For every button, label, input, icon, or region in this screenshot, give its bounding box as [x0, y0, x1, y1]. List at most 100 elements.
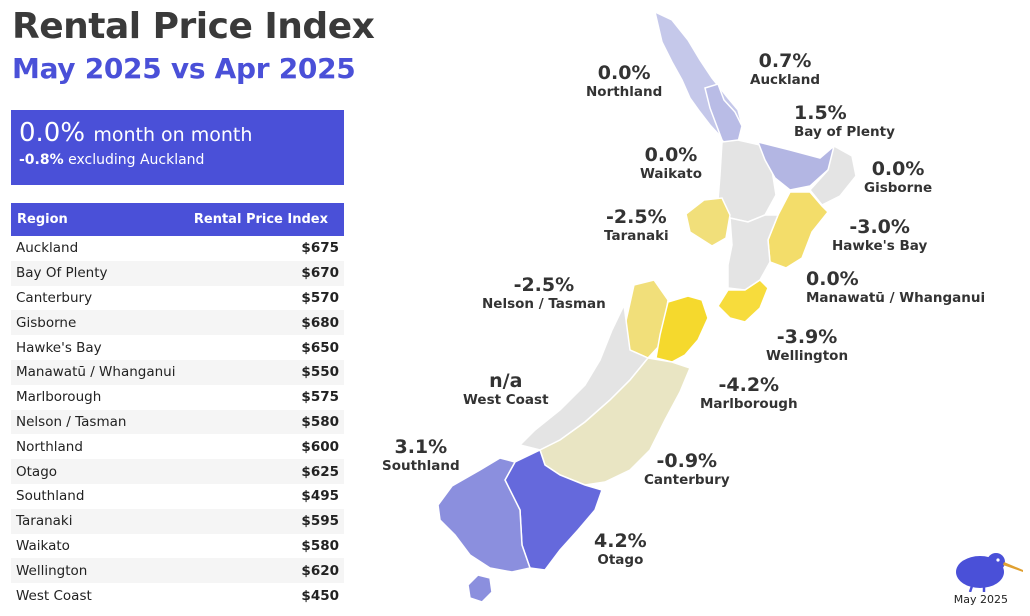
- map-change-hawkes-bay: -3.0%: [849, 216, 910, 238]
- map-label-canterbury: -0.9% Canterbury: [644, 450, 730, 488]
- table-cell-region: Otago: [11, 459, 185, 484]
- region-gisborne[interactable]: [809, 144, 857, 206]
- map-change-nelson-tasman: -2.5%: [513, 274, 575, 296]
- table-cell-region: Waikato: [16, 537, 70, 554]
- table-cell-value: $595: [184, 508, 344, 534]
- table-row: Hawke's Bay $650: [11, 335, 344, 360]
- table-cell-value: $675: [301, 240, 339, 257]
- map-label-taranaki: -2.5% Taranaki: [604, 206, 669, 244]
- map-change-manawatu-whanganui: 0.0%: [806, 268, 859, 290]
- table-cell-value: $495: [301, 488, 339, 505]
- map-change-marlborough: -4.2%: [718, 374, 780, 396]
- map-label-northland: 0.0% Northland: [586, 62, 662, 100]
- map-name-southland: Southland: [382, 458, 460, 474]
- table-cell-region: Marlborough: [16, 389, 102, 406]
- map-label-otago: 4.2% Otago: [594, 530, 647, 568]
- kpi-card: 0.0% month on month -0.8% excluding Auck…: [11, 110, 344, 185]
- map-name-nelson-tasman: Nelson / Tasman: [482, 296, 606, 312]
- region-hawkes-bay[interactable]: [767, 191, 830, 269]
- map-label-waikato: 0.0% Waikato: [640, 144, 702, 182]
- table-cell-value: $620: [184, 558, 344, 584]
- map-change-southland: 3.1%: [394, 436, 448, 458]
- map-label-west-coast: n/a West Coast: [463, 370, 549, 408]
- kpi-value: 0.0%: [19, 118, 86, 148]
- region-wellington[interactable]: [717, 279, 769, 323]
- map-change-otago: 4.2%: [594, 530, 647, 552]
- map-name-wellington: Wellington: [766, 348, 849, 364]
- map-change-gisborne: 0.0%: [871, 158, 925, 180]
- column-header-region[interactable]: Region: [11, 203, 185, 236]
- table-cell-region: Bay Of Plenty: [11, 260, 185, 286]
- table-cell-value: $580: [301, 537, 339, 554]
- map-change-bay-of-plenty: 1.5%: [794, 102, 847, 124]
- map-label-manawatu-whanganui: 0.0% Manawatū / Whanganui: [806, 268, 985, 306]
- map-change-west-coast: n/a: [489, 370, 523, 392]
- map-label-gisborne: 0.0% Gisborne: [864, 158, 932, 196]
- table-cell-value: $670: [184, 260, 344, 286]
- table-row: Manawatū / Whanganui $550: [11, 359, 344, 385]
- map-name-gisborne: Gisborne: [864, 180, 933, 196]
- table-cell-value: $570: [301, 289, 339, 306]
- region-taranaki[interactable]: [685, 197, 731, 247]
- region-bay-of-plenty[interactable]: [756, 140, 836, 191]
- table-cell-region: Hawke's Bay: [16, 339, 102, 356]
- table-row: Taranaki $595: [11, 508, 344, 534]
- table-cell-region: Taranaki: [11, 508, 185, 534]
- map-name-otago: Otago: [597, 552, 644, 568]
- table-cell-value: $450: [301, 587, 339, 604]
- column-header-rental-price-index[interactable]: Rental Price Index: [184, 203, 344, 236]
- table-row: Northland $600: [11, 434, 344, 459]
- map-name-west-coast: West Coast: [463, 392, 549, 408]
- map-label-southland: 3.1% Southland: [382, 436, 460, 474]
- map-name-manawatu-whanganui: Manawatū / Whanganui: [806, 290, 986, 306]
- table-row: Southland $495: [11, 484, 344, 509]
- kiwi-bird-icon: [956, 553, 1023, 592]
- map-change-northland: 0.0%: [597, 62, 651, 84]
- map-change-taranaki: -2.5%: [606, 206, 667, 228]
- region-southland[interactable]: [437, 457, 531, 573]
- table-cell-region: Auckland: [16, 240, 79, 257]
- kpi-value-label: month on month: [93, 124, 253, 146]
- map-label-marlborough: -4.2% Marlborough: [700, 374, 798, 412]
- table-cell-region: Nelson / Tasman: [11, 409, 185, 435]
- table-cell-region: Northland: [16, 438, 83, 455]
- kpi-secondary-value: -0.8%: [19, 152, 64, 168]
- map-name-taranaki: Taranaki: [604, 228, 669, 244]
- table-cell-value: $575: [301, 389, 339, 406]
- footer-date: May 2025: [953, 593, 1008, 606]
- map-change-waikato: 0.0%: [644, 144, 698, 166]
- table-cell-value: $550: [184, 359, 344, 385]
- table-header-row: Region Rental Price Index: [11, 203, 344, 236]
- table-row: Canterbury $570: [11, 286, 344, 311]
- map-name-northland: Northland: [586, 84, 663, 100]
- map-name-hawkes-bay: Hawke's Bay: [832, 238, 928, 254]
- stewart-island[interactable]: [467, 574, 493, 603]
- map-label-nelson-tasman: -2.5% Nelson / Tasman: [482, 274, 606, 312]
- table-cell-value: $680: [184, 310, 344, 336]
- table-row: Bay Of Plenty $670: [11, 260, 344, 286]
- map-label-wellington: -3.9% Wellington: [766, 326, 848, 364]
- map-name-marlborough: Marlborough: [700, 396, 798, 412]
- table-cell-region: West Coast: [16, 587, 92, 604]
- region-manawatu-whanganui[interactable]: [727, 214, 780, 291]
- table-row: Marlborough $575: [11, 385, 344, 410]
- map-label-hawkes-bay: -3.0% Hawke's Bay: [832, 216, 927, 254]
- map-label-bay-of-plenty: 1.5% Bay of Plenty: [794, 102, 895, 140]
- map-name-canterbury: Canterbury: [644, 472, 730, 488]
- table-cell-value: $600: [301, 438, 339, 455]
- map-name-auckland: Auckland: [750, 72, 821, 88]
- map-name-bay-of-plenty: Bay of Plenty: [794, 124, 895, 140]
- table-row: Auckland $675: [11, 236, 344, 261]
- nz-region-map: [437, 10, 857, 603]
- table-row: Nelson / Tasman $580: [11, 409, 344, 435]
- map-name-waikato: Waikato: [640, 166, 702, 182]
- region-marlborough[interactable]: [655, 295, 709, 363]
- table-cell-region: Gisborne: [11, 310, 185, 336]
- map-change-auckland: 0.7%: [758, 50, 812, 72]
- table-row: Wellington $620: [11, 558, 344, 584]
- page-title: Rental Price Index: [12, 6, 375, 47]
- table-cell-region: Canterbury: [16, 289, 93, 306]
- map-change-wellington: -3.9%: [776, 326, 838, 348]
- page-subtitle: May 2025 vs Apr 2025: [12, 52, 356, 85]
- map-label-auckland: 0.7% Auckland: [750, 50, 820, 88]
